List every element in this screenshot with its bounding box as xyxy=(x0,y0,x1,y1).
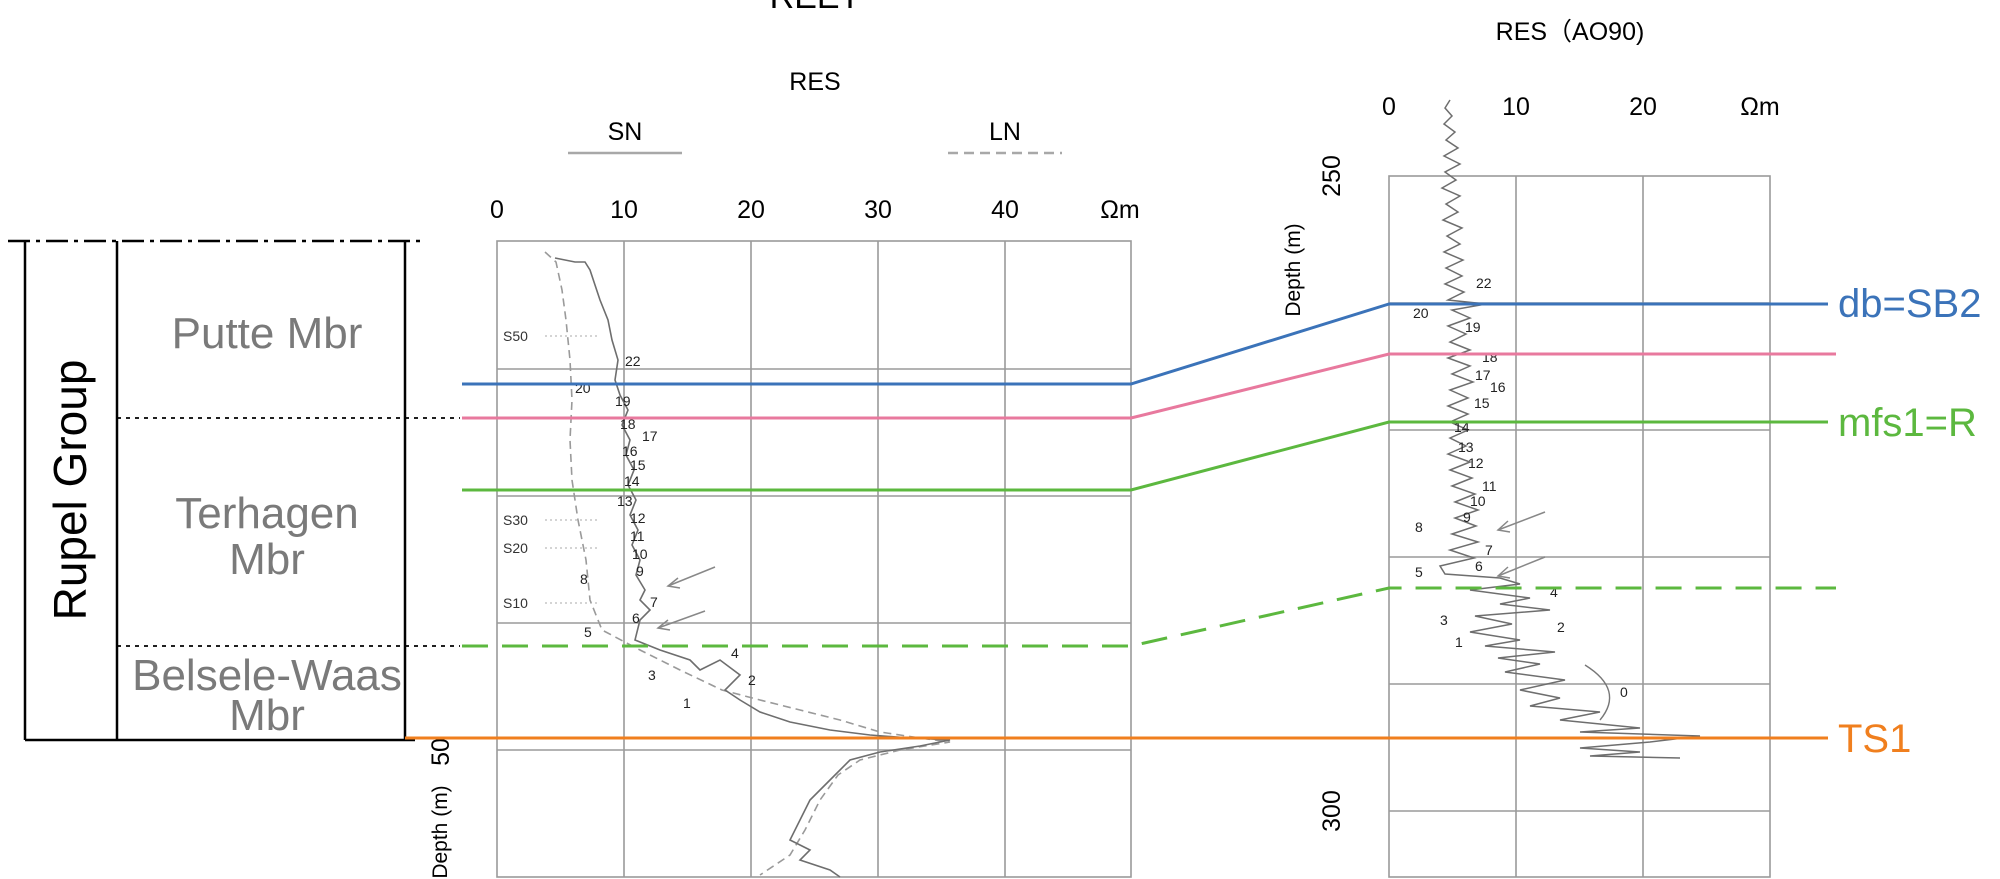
s-marker: S30 xyxy=(503,512,528,528)
figure-title: REET xyxy=(770,0,861,16)
scale-tick-label: 0 xyxy=(490,196,504,224)
member-terhagen-2: Mbr xyxy=(229,535,305,584)
bed-marker: 13 xyxy=(1458,439,1474,455)
bed-marker: 6 xyxy=(632,610,640,626)
bed-marker: 13 xyxy=(617,493,633,509)
bed-marker: 8 xyxy=(580,571,588,587)
left-depth-value: 50 xyxy=(427,738,455,766)
strat-column: Rupel Group Putte Mbr Terhagen Mbr Belse… xyxy=(8,239,460,742)
bed-marker: 20 xyxy=(1413,305,1429,321)
surface-mfs1-line xyxy=(462,420,1828,492)
bed-marker: 0 xyxy=(1620,684,1628,700)
legend-sn-label: SN xyxy=(608,118,643,146)
bed-marker: 19 xyxy=(1465,319,1481,335)
scale-unit: Ωm xyxy=(1100,196,1140,224)
bed-marker: 17 xyxy=(1475,367,1491,383)
log-frame xyxy=(1388,175,1771,878)
bed-marker: 2 xyxy=(748,672,756,688)
bed-marker: 17 xyxy=(642,428,658,444)
ln-curve xyxy=(544,251,951,876)
bed-marker: 12 xyxy=(1468,455,1484,471)
bed-marker: 4 xyxy=(731,645,739,661)
bed-marker: 22 xyxy=(625,353,641,369)
bed-marker: 9 xyxy=(636,563,644,579)
right-depth-top: 250 xyxy=(1318,155,1346,197)
bed-marker: 1 xyxy=(683,695,691,711)
bed-marker: 18 xyxy=(620,416,636,432)
right-depth-bottom: 300 xyxy=(1318,790,1346,832)
bed-marker: 15 xyxy=(630,457,646,473)
correlation-surfaces xyxy=(405,302,1836,740)
bed-marker: 4 xyxy=(1550,584,1558,600)
surface-label-mfs1: mfs1=R xyxy=(1838,401,1977,445)
member-belsele-2: Mbr xyxy=(229,691,305,740)
bed-marker: 20 xyxy=(575,380,591,396)
s-marker: S10 xyxy=(503,595,528,611)
scale-tick-label: 10 xyxy=(1502,93,1530,121)
s-marker: S20 xyxy=(503,540,528,556)
scale-tick-label: 20 xyxy=(1629,93,1657,121)
scale-tick-label: 10 xyxy=(610,196,638,224)
bed-marker: 15 xyxy=(1474,395,1490,411)
bed-marker: 5 xyxy=(1415,564,1423,580)
surface-label-ts1: TS1 xyxy=(1838,717,1911,761)
bed-marker: 10 xyxy=(632,546,648,562)
arrow-icon xyxy=(1496,511,1546,579)
bed-marker: 7 xyxy=(1485,542,1493,558)
surface-green-dashed-line xyxy=(462,586,1836,648)
bed-marker: 12 xyxy=(630,510,646,526)
bed-marker: 16 xyxy=(622,443,638,459)
bed-marker: 1 xyxy=(1455,634,1463,650)
right-log-title: RES（AO90) xyxy=(1496,18,1645,46)
bed-marker: 7 xyxy=(650,594,658,610)
surface-label-sb2: db=SB2 xyxy=(1838,282,1981,326)
legend-ln-label: LN xyxy=(989,118,1021,146)
bed-marker: 11 xyxy=(630,528,645,544)
bed-marker: 3 xyxy=(648,667,656,683)
left-log: RES SN LN 0 10 20 30 40 Ωm 50 Depth (m) … xyxy=(427,68,1140,879)
bed-marker: 14 xyxy=(624,473,640,489)
bed-marker: 16 xyxy=(1490,379,1506,395)
bed-marker: 8 xyxy=(1415,519,1423,535)
member-terhagen: Terhagen xyxy=(175,489,358,538)
bed-marker: 10 xyxy=(1470,493,1486,509)
bed-marker: 3 xyxy=(1440,612,1448,628)
bed-marker: 9 xyxy=(1463,509,1471,525)
log-frame xyxy=(496,240,1132,878)
surface-sb2-line xyxy=(462,302,1828,386)
bed-marker: 6 xyxy=(1475,558,1483,574)
left-log-title: RES xyxy=(789,68,840,96)
member-belsele: Belsele-Waas xyxy=(132,651,402,700)
s-marker: S50 xyxy=(503,328,528,344)
bracket xyxy=(1584,664,1611,721)
res-curve xyxy=(1438,99,1701,759)
scale-tick-label: 20 xyxy=(737,196,765,224)
right-depth-label: Depth (m) xyxy=(1282,223,1305,316)
arrow-icon xyxy=(656,566,716,631)
member-putte: Putte Mbr xyxy=(172,309,363,358)
bed-marker: 5 xyxy=(584,624,592,640)
right-log: RES（AO90) 0 10 20 Ωm 250 Depth (m) 300 2… xyxy=(1282,18,1780,878)
scale-tick-label: 0 xyxy=(1382,93,1396,121)
scale-unit: Ωm xyxy=(1740,93,1780,121)
surface-pink-line xyxy=(462,352,1836,420)
bed-marker: 18 xyxy=(1482,349,1498,365)
scale-tick-label: 40 xyxy=(991,196,1019,224)
group-label: Rupel Group xyxy=(44,360,96,621)
bed-marker: 11 xyxy=(1482,478,1497,494)
scale-tick-label: 30 xyxy=(864,196,892,224)
bed-marker: 2 xyxy=(1557,619,1565,635)
bed-marker: 22 xyxy=(1476,275,1492,291)
sn-curve xyxy=(554,257,951,878)
left-depth-label: Depth (m) xyxy=(429,785,452,878)
bed-marker: 19 xyxy=(615,393,631,409)
